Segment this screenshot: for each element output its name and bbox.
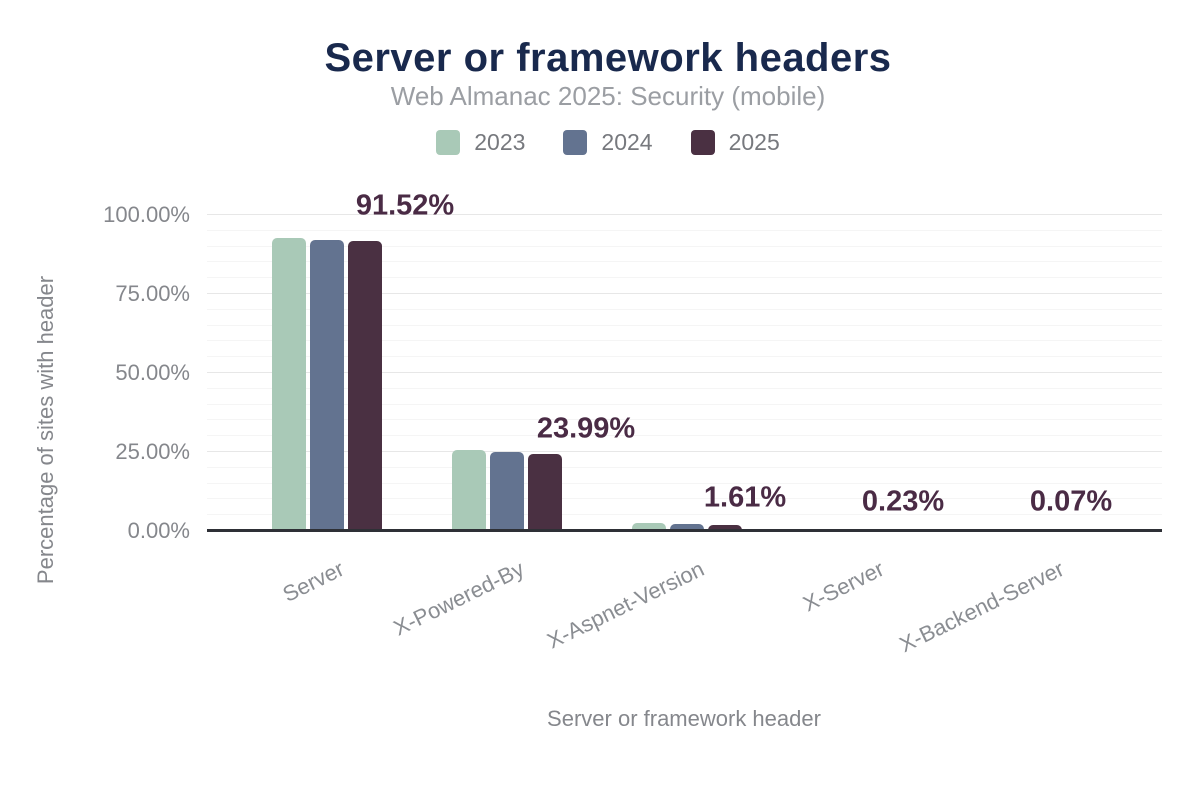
legend-label: 2025: [728, 129, 780, 155]
gridline-100pct: [207, 214, 1162, 215]
bar-X-Powered-By-2025[interactable]: [527, 454, 562, 530]
gridline-70pct: [207, 309, 1162, 310]
legend-swatch-2023: [436, 130, 461, 155]
legend-item-2025[interactable]: 2025: [690, 129, 780, 156]
gridline-45pct: [207, 388, 1162, 389]
gridline-80pct: [207, 277, 1162, 278]
gridline-65pct: [207, 325, 1162, 326]
x-axis-title: Server or framework header: [547, 706, 821, 731]
data-label-X-Aspnet-Version: 1.61%: [703, 481, 787, 514]
legend-swatch-2025: [690, 130, 715, 155]
gridline-35pct: [207, 419, 1162, 420]
gridline-60pct: [207, 340, 1162, 341]
y-tick-label: 75.00%: [115, 281, 190, 306]
bar-Server-2025[interactable]: [347, 240, 382, 530]
data-label-X-Backend-Server: 0.07%: [1029, 485, 1113, 518]
x-tick-label-Server: Server: [278, 556, 348, 607]
y-tick-label: 100.00%: [103, 202, 190, 227]
gridline-30pct: [207, 435, 1162, 436]
bar-X-Aspnet-Version-2023[interactable]: [631, 523, 666, 530]
data-label-X-Powered-By: 23.99%: [536, 412, 636, 445]
gridline-20pct: [207, 467, 1162, 468]
bar-Server-2024[interactable]: [309, 239, 344, 530]
gridline-40pct: [207, 404, 1162, 405]
y-tick-label: 0.00%: [127, 518, 190, 543]
legend: 2023 2024 2025: [0, 129, 1200, 156]
x-tick-label-X-Aspnet-Version: X-Aspnet-Version: [542, 556, 708, 654]
y-axis-title: Percentage of sites with header: [33, 275, 58, 585]
legend-label: 2024: [601, 129, 653, 155]
gridline-5pct: [207, 514, 1162, 515]
x-tick-label-X-Server: X-Server: [798, 556, 888, 617]
gridline-90pct: [207, 246, 1162, 247]
x-tick-label-X-Backend-Server: X-Backend-Server: [894, 556, 1068, 658]
bar-Server-2023[interactable]: [271, 238, 306, 530]
gridline-85pct: [207, 261, 1162, 262]
gridline-25pct: [207, 451, 1162, 452]
gridline-55pct: [207, 356, 1162, 357]
data-label-Server: 91.52%: [355, 189, 455, 222]
legend-item-2023[interactable]: 2023: [436, 129, 525, 156]
bar-X-Aspnet-Version-2025[interactable]: [707, 524, 742, 530]
legend-swatch-2024: [563, 130, 588, 155]
chart-title: Server or framework headers: [324, 36, 892, 80]
legend-label: 2023: [474, 129, 526, 155]
data-label-X-Server: 0.23%: [861, 485, 945, 518]
bar-X-Powered-By-2023[interactable]: [451, 450, 486, 530]
bar-X-Powered-By-2024[interactable]: [489, 452, 524, 530]
bar-X-Aspnet-Version-2024[interactable]: [669, 524, 704, 530]
gridline-95pct: [207, 230, 1162, 231]
x-axis-line: [207, 529, 1162, 532]
gridline-10pct: [207, 498, 1162, 499]
gridline-15pct: [207, 483, 1162, 484]
gridline-75pct: [207, 293, 1162, 294]
y-tick-label: 50.00%: [115, 360, 190, 385]
gridline-50pct: [207, 372, 1162, 373]
legend-item-2024[interactable]: 2024: [563, 129, 653, 156]
x-tick-label-X-Powered-By: X-Powered-By: [389, 556, 528, 641]
chart-subtitle: Web Almanac 2025: Security (mobile): [390, 81, 826, 111]
y-tick-label: 25.00%: [115, 439, 190, 464]
